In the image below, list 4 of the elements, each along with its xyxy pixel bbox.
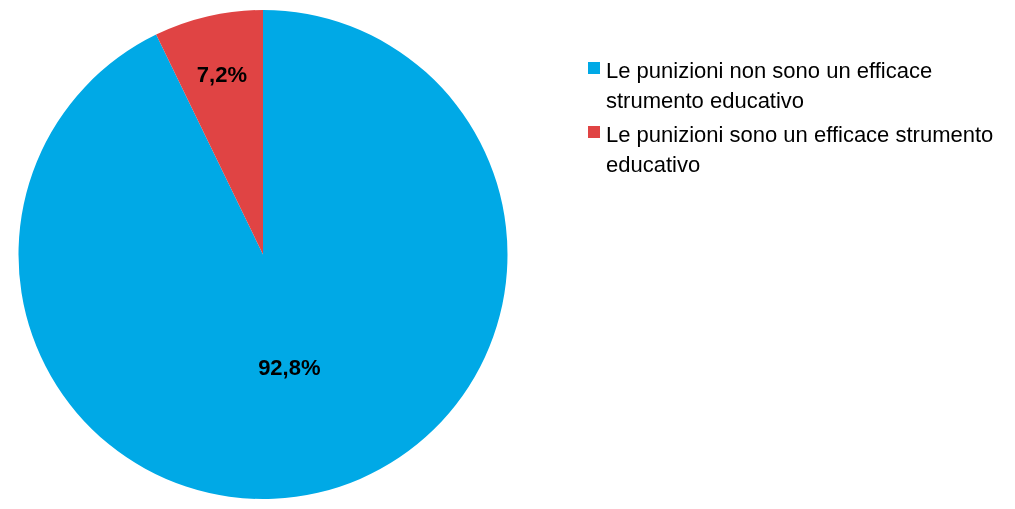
data-label: 92,8% (258, 354, 321, 380)
legend-label: Le punizioni sono un efficace strumento educativo (606, 121, 995, 179)
legend-label: Le punizioni non sono un efficace strumento educativo (606, 57, 934, 115)
data-label: 7,2% (196, 61, 247, 87)
